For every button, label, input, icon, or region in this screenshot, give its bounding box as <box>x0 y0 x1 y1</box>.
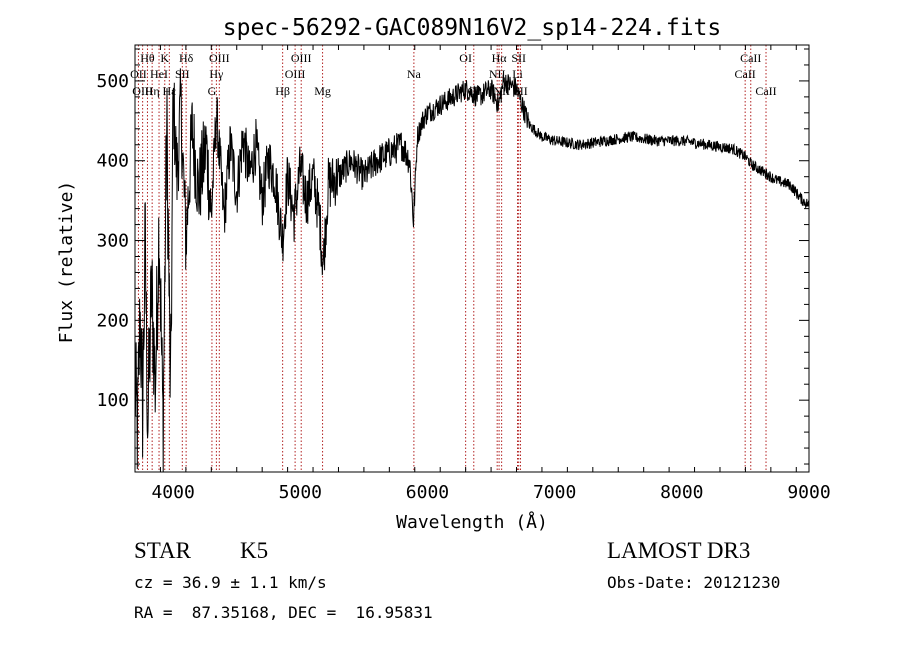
marker-label-18: OIII <box>132 84 153 98</box>
y-tick-label-3: 400 <box>96 151 129 172</box>
spectrum-line <box>135 68 809 472</box>
x-tick-label-1: 5000 <box>279 482 322 503</box>
marker-label-25: NII <box>493 84 510 98</box>
redshift-cz: cz = 36.9 ± 1.1 km/s <box>134 573 327 592</box>
x-tick-label-3: 7000 <box>533 482 576 503</box>
y-tick-label-2: 300 <box>96 231 129 252</box>
coordinates: RA = 87.35168, DEC = 16.95831 <box>134 603 433 622</box>
x-tick-label-5: 9000 <box>787 482 830 503</box>
marker-label-14: Na <box>407 67 422 81</box>
y-axis-label: Flux (relative) <box>56 181 77 344</box>
y-tick-label-1: 200 <box>96 310 129 331</box>
marker-label-9: OII <box>130 67 147 81</box>
marker-label-13: OIII <box>285 67 306 81</box>
marker-label-7: SII <box>511 51 526 65</box>
x-tick-label-4: 8000 <box>660 482 703 503</box>
y-tick-label-4: 500 <box>96 71 129 92</box>
x-axis-label: Wavelength (Å) <box>396 511 548 533</box>
marker-label-11: SII <box>175 67 190 81</box>
marker-label-3: OIII <box>209 51 230 65</box>
marker-label-8: CaII <box>740 51 761 65</box>
object-class: STAR <box>134 538 191 563</box>
marker-label-2: Hδ <box>179 51 194 65</box>
x-tick-label-2: 6000 <box>406 482 449 503</box>
marker-label-15: NII <box>489 67 506 81</box>
marker-label-5: OI <box>459 51 472 65</box>
marker-label-0: Hθ <box>140 51 155 65</box>
marker-label-1: K <box>160 51 169 65</box>
marker-label-6: Hα <box>492 51 508 65</box>
marker-label-27: CaII <box>755 84 776 98</box>
marker-label-20: Hε <box>162 84 176 98</box>
obs-date: Obs-Date: 20121230 <box>607 573 781 592</box>
marker-label-10: HeI <box>150 67 168 81</box>
marker-label-26: SII <box>513 84 528 98</box>
marker-label-4: OIII <box>291 51 312 65</box>
marker-label-23: Mg <box>314 84 331 98</box>
marker-label-22: Hβ <box>275 84 290 98</box>
marker-label-21: G <box>208 84 217 98</box>
object-subclass: K5 <box>240 538 269 563</box>
marker-label-24: OI <box>467 84 480 98</box>
x-tick-label-0: 4000 <box>151 482 194 503</box>
chart-title: spec-56292-GAC089N16V2_sp14-224.fits <box>223 15 722 41</box>
survey-label: LAMOST DR3 <box>607 538 751 563</box>
marker-label-16: Li <box>512 67 523 81</box>
marker-label-17: CaII <box>734 67 755 81</box>
y-tick-label-0: 100 <box>96 390 129 411</box>
plot-frame <box>134 44 810 473</box>
marker-label-12: Hγ <box>209 67 224 81</box>
marker-label-19: Hη <box>145 84 160 98</box>
axes: 4000 5000 6000 7000 8000 9000 100 200 300 400 500 <box>96 44 831 503</box>
